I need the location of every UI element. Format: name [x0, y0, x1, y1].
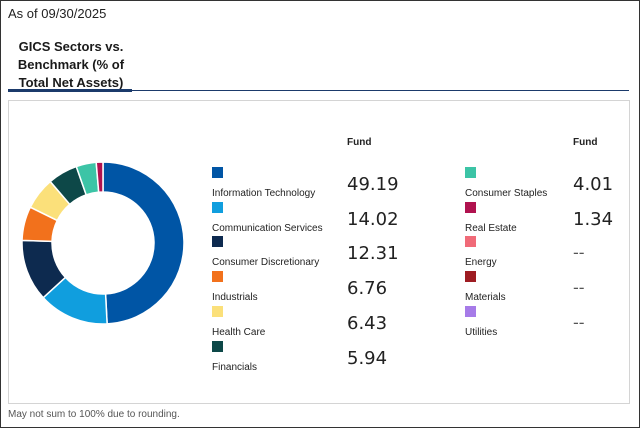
legend-swatch: [212, 271, 223, 283]
legend-swatch: [212, 236, 223, 248]
sector-label: Consumer Discretionary: [212, 257, 320, 269]
sector-label: Financials: [212, 361, 258, 373]
tab-gics-sectors[interactable]: GICS Sectors vs. Benchmark (% of Total N…: [10, 38, 132, 92]
donut-slice-real-estate[interactable]: [95, 161, 104, 193]
sector-value: 5.94: [347, 347, 388, 369]
tab-label-line: Total Net Assets): [18, 75, 124, 90]
legend-swatch: [212, 305, 223, 317]
sector-label: Information Technology: [212, 188, 316, 199]
fund-column-header-right: Fund: [573, 137, 598, 148]
as-of-date: As of 09/30/2025: [8, 6, 107, 21]
tab-divider: [132, 90, 629, 91]
sector-label: Real Estate: [465, 222, 517, 234]
sector-value: 6.76: [347, 278, 388, 300]
donut-slice-information-technology[interactable]: [102, 161, 185, 325]
sector-donut-chart: [21, 161, 185, 325]
tab-label-line: Benchmark (% of: [17, 57, 125, 72]
sector-label: Health Care: [212, 326, 266, 338]
legend-swatch: [465, 236, 476, 248]
sector-label: Consumer Staples: [465, 188, 548, 199]
chart-panel: Fund Fund Information Technology 49.19 Com…: [8, 100, 630, 404]
fund-column-header-left: Fund: [347, 137, 372, 148]
sector-value: 49.19: [347, 174, 399, 195]
legend-swatch: [465, 201, 476, 213]
sector-value: 14.02: [347, 208, 399, 230]
sector-value: 1.34: [573, 208, 614, 230]
legend-swatch: [212, 340, 223, 352]
active-tab-indicator: [8, 89, 132, 92]
legend-swatch: [465, 167, 476, 178]
legend-swatch: [465, 271, 476, 283]
sector-value: 4.01: [573, 174, 614, 195]
tab-label-line: GICS Sectors vs.: [18, 39, 124, 54]
legend-swatch: [465, 305, 476, 317]
sector-label: Utilities: [465, 326, 498, 338]
legend-swatch: [212, 167, 223, 178]
sector-value: --: [573, 278, 585, 298]
sector-label: Industrials: [212, 292, 258, 304]
sector-value: 12.31: [347, 243, 399, 265]
sector-value: --: [573, 243, 585, 263]
sector-label: Energy: [465, 257, 497, 269]
rounding-footnote: May not sum to 100% due to rounding.: [8, 409, 180, 420]
sector-value: 6.43: [347, 312, 388, 334]
legend-swatch: [212, 201, 223, 213]
sector-label: Communication Services: [212, 222, 323, 234]
sector-label: Materials: [465, 292, 506, 304]
sector-value: --: [573, 312, 585, 332]
